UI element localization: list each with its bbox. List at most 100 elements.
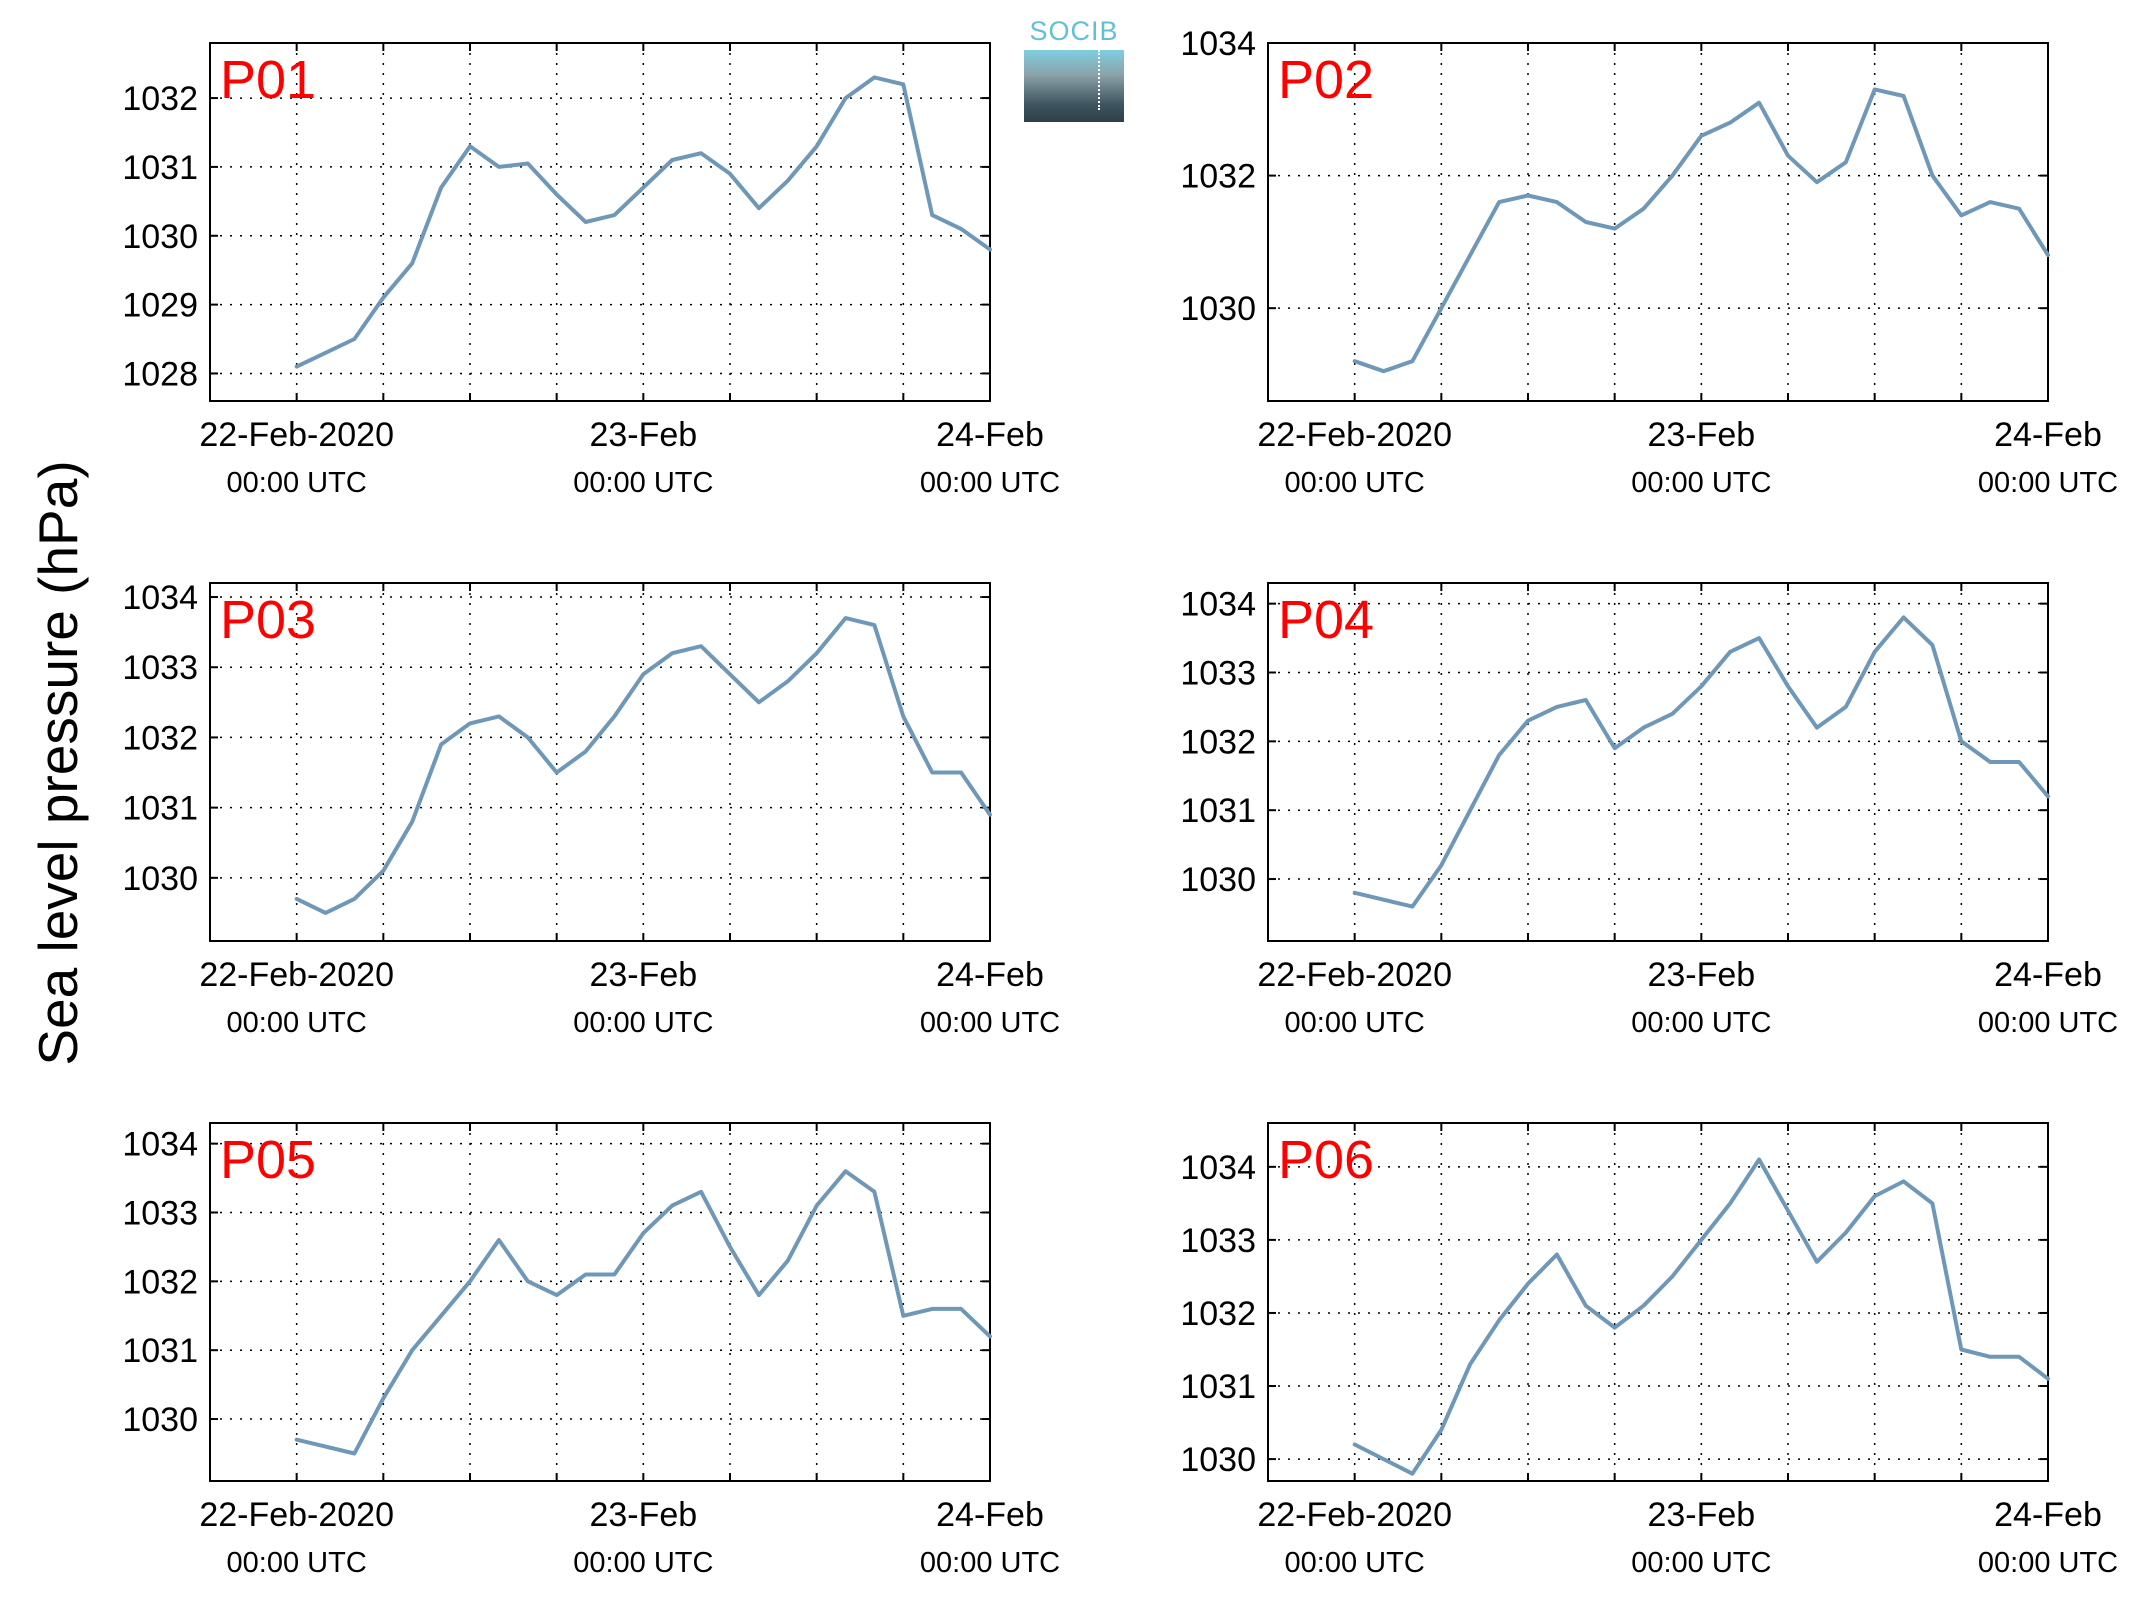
y-tick-label: 1032 [1180,723,1256,761]
data-point [1670,174,1674,178]
data-point [1670,712,1674,716]
data-point [1439,306,1443,310]
data-point [2046,794,2050,798]
x-tick-label-time: 00:00 UTC [920,1547,1060,1579]
data-point [324,351,328,355]
series-line [1352,87,2050,374]
data-point [815,1204,819,1208]
y-tick-label: 1033 [122,649,198,687]
x-tick-label-date: 23-Feb [589,1496,697,1534]
data-point [1584,698,1588,702]
data-point [699,644,703,648]
series-line [294,616,992,915]
x-tick-label-date: 22-Feb-2020 [1257,1496,1452,1534]
data-point [1757,636,1761,640]
x-tick-label-time: 00:00 UTC [920,467,1060,499]
x-tick-label-time: 00:00 UTC [1285,1007,1425,1039]
x-tick-label-time: 00:00 UTC [1285,1547,1425,1579]
data-point [1526,719,1530,723]
y-axis-label: Sea level pressure (hPa) [27,460,89,1066]
data-point [959,1307,963,1311]
data-point [757,206,761,210]
y-tick-label: 1032 [1180,1295,1256,1333]
data-point [699,1190,703,1194]
data-point [1468,1362,1472,1366]
data-point [988,1334,992,1338]
socib-logo: SOCIB [1024,16,1124,122]
data-point [1526,193,1530,197]
data-point [2046,1377,2050,1381]
data-point [699,151,703,155]
chart-panel-6: 1030 1031 1032 1033 1034 22-Feb-2020 00:00 UTC… [1180,1122,2118,1579]
y-tick-label: 1033 [122,1195,198,1233]
x-tick-label-time: 00:00 UTC [227,1007,367,1039]
data-point [612,213,616,217]
data-point [1699,134,1703,138]
data-point [2017,207,2021,211]
data-point [1468,808,1472,812]
data-point [555,771,559,775]
data-point [1757,101,1761,105]
data-point [352,1451,356,1455]
y-tick-label: 1031 [122,149,198,187]
data-point [324,1445,328,1449]
data-point [1844,705,1848,709]
data-point [2046,253,2050,257]
x-tick-label-time: 00:00 UTC [1978,467,2118,499]
panel-label: P05 [220,1130,316,1190]
data-point [959,227,963,231]
data-point [555,1293,559,1297]
y-tick-label: 1034 [1180,25,1256,63]
data-point [352,897,356,901]
data-point [1642,207,1646,211]
y-tick-label: 1034 [1180,586,1256,624]
plot-frame [209,42,991,402]
y-tick-label: 1030 [1180,861,1256,899]
data-point [1353,359,1357,363]
data-point [1815,180,1819,184]
data-point [1353,1442,1357,1446]
plot-frame [1267,1122,2049,1482]
y-tick-label: 1031 [122,790,198,828]
data-point [584,1272,588,1276]
data-point [930,213,934,217]
data-point [1844,1231,1848,1235]
x-tick-label-time: 00:00 UTC [1631,467,1771,499]
data-point [439,1314,443,1318]
panel-label: P02 [1278,50,1374,110]
x-tick-label-date: 24-Feb [1994,1496,2102,1534]
data-point [844,96,848,100]
y-tick-label: 1032 [122,719,198,757]
data-point [959,771,963,775]
data-point [584,220,588,224]
data-point [584,749,588,753]
y-tick-label: 1030 [122,1401,198,1439]
data-point [410,261,414,265]
data-point [381,869,385,873]
data-point [728,172,732,176]
data-point [295,897,299,901]
logo-graphic [1024,50,1124,122]
panel-label: P01 [220,50,316,110]
data-point [410,1348,414,1352]
data-point [468,1279,472,1283]
logo-text: SOCIB [1029,16,1119,46]
x-tick-label-date: 24-Feb [1994,416,2102,454]
data-point [497,714,501,718]
data-point [1757,1158,1761,1162]
data-point [1699,684,1703,688]
data-point [1439,1428,1443,1432]
series-line [1352,1157,2050,1476]
data-point [1497,753,1501,757]
data-point [1613,227,1617,231]
data-point [641,1231,645,1235]
data-point [844,1169,848,1173]
data-point [526,161,530,165]
data-point [786,1259,790,1263]
x-tick-label-date: 22-Feb-2020 [199,416,394,454]
data-point [728,1245,732,1249]
data-point [1988,760,1992,764]
plot-frame [1267,582,2049,942]
